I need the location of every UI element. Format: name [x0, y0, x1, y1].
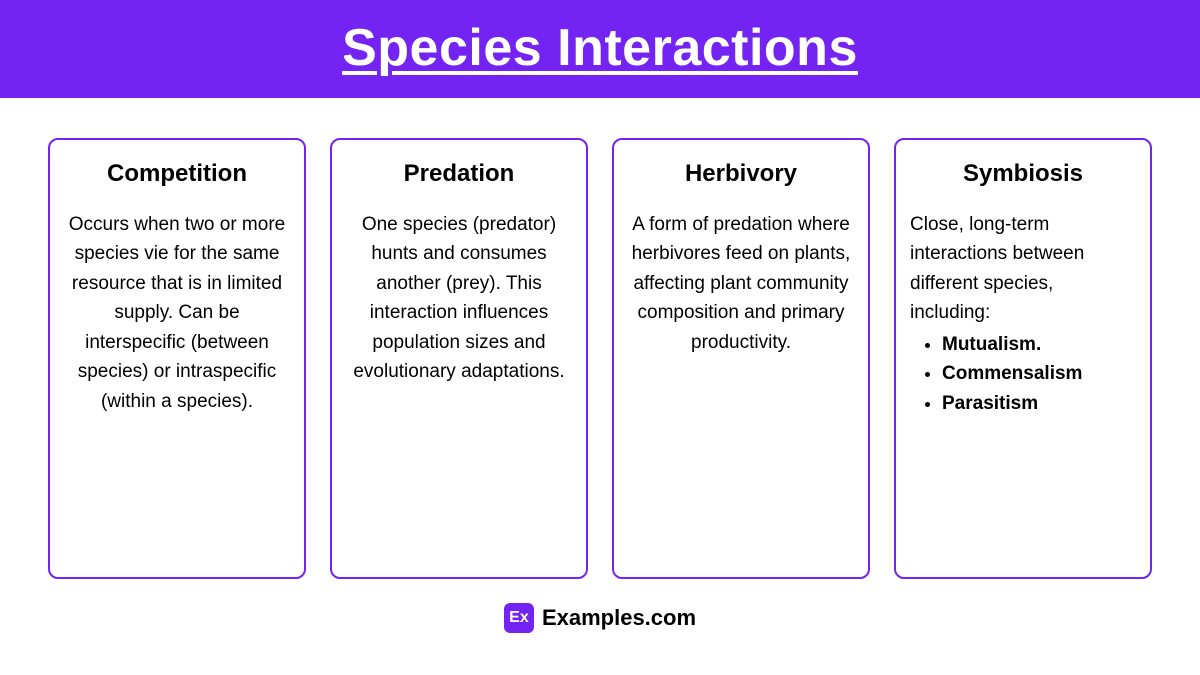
list-item: Parasitism: [942, 389, 1136, 418]
symbiosis-list: Mutualism. Commensalism Parasitism: [910, 330, 1136, 418]
list-item: Mutualism.: [942, 330, 1136, 359]
card-title: Competition: [64, 160, 290, 188]
card-predation: Predation One species (predator) hunts a…: [330, 138, 588, 579]
card-title: Symbiosis: [910, 160, 1136, 188]
card-title: Herbivory: [628, 160, 854, 188]
card-title: Predation: [346, 160, 572, 188]
card-competition: Competition Occurs when two or more spec…: [48, 138, 306, 579]
content-area: Competition Occurs when two or more spec…: [12, 98, 1188, 663]
card-herbivory: Herbivory A form of predation where herb…: [612, 138, 870, 579]
logo-icon: Ex: [504, 603, 534, 633]
cards-row: Competition Occurs when two or more spec…: [48, 138, 1152, 579]
card-body: A form of predation where herbivores fee…: [628, 210, 854, 357]
header-banner: Species Interactions: [0, 0, 1200, 98]
card-intro: Close, long-term interactions between di…: [910, 210, 1136, 328]
page-title: Species Interactions: [0, 18, 1200, 78]
card-symbiosis: Symbiosis Close, long-term interactions …: [894, 138, 1152, 579]
card-body: One species (predator) hunts and consume…: [346, 210, 572, 387]
footer: Ex Examples.com: [48, 579, 1152, 643]
footer-site-text: Examples.com: [542, 605, 696, 631]
list-item: Commensalism: [942, 359, 1136, 388]
card-body: Occurs when two or more species vie for …: [64, 210, 290, 416]
